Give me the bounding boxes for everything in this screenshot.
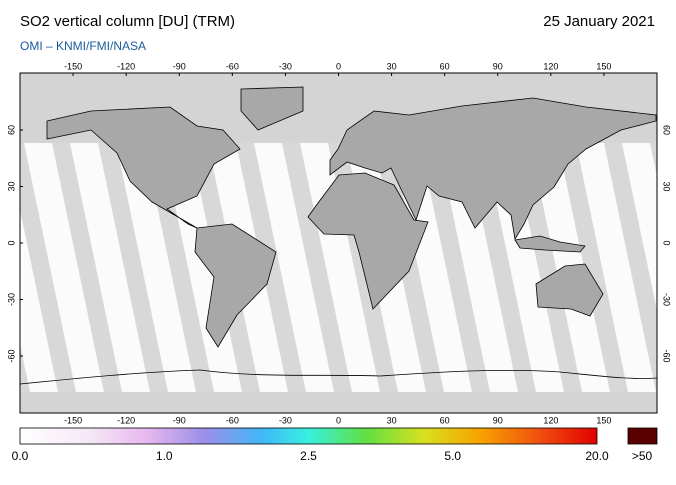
lon-tick-label-top: 30 [387, 61, 397, 71]
swath [420, 143, 490, 392]
continents [20, 86, 657, 385]
lon-tick-label-top: 120 [543, 61, 558, 71]
colorbar-label: 2.5 [300, 449, 317, 463]
lat-tick-label-right: 30 [662, 182, 672, 192]
swath [20, 143, 76, 392]
lon-tick-label-top: 60 [440, 61, 450, 71]
lon-tick-label-top: -120 [117, 61, 135, 71]
lon-tick-label-top: -90 [173, 61, 186, 71]
lon-tick-label-bottom: 30 [387, 415, 397, 425]
africa [307, 172, 429, 310]
lon-tick-label-bottom: 0 [336, 415, 341, 425]
lon-tick-label-bottom: -150 [64, 415, 82, 425]
south-america [194, 223, 277, 348]
lat-tick-label-right: 60 [662, 125, 672, 135]
lon-tick-label-bottom: -30 [279, 415, 292, 425]
colorbar-overflow [627, 427, 658, 445]
colorbar-label: 20.0 [585, 449, 609, 463]
lon-tick-label-bottom: -120 [117, 415, 135, 425]
swath [650, 143, 657, 177]
lat-tick-label-right: -30 [662, 293, 672, 306]
lon-tick-label-bottom: 60 [440, 415, 450, 425]
lon-tick-label-bottom: -60 [226, 415, 239, 425]
swath [52, 143, 122, 392]
colorbar-label: 0.0 [12, 449, 29, 463]
lon-tick-label-bottom: 150 [596, 415, 611, 425]
greenland [240, 86, 304, 131]
lon-tick-label-top: -150 [64, 61, 82, 71]
colorbar-label: 5.0 [444, 449, 461, 463]
date: 25 January 2021 [543, 13, 655, 30]
lon-tick-label-top: 0 [336, 61, 341, 71]
lat-tick-label-left: 30 [6, 182, 16, 192]
eurasia [329, 97, 657, 241]
lat-tick-label-left: 60 [6, 125, 16, 135]
north-america [46, 106, 241, 229]
swath [558, 143, 628, 392]
australia [535, 263, 604, 317]
swath [282, 143, 352, 392]
swath [604, 143, 657, 392]
lon-tick-label-bottom: 90 [493, 415, 503, 425]
title: SO2 vertical column [DU] (TRM) [20, 13, 235, 30]
colorbar [19, 427, 598, 445]
lat-tick-label-left: -60 [6, 349, 16, 362]
indonesia [514, 235, 586, 253]
lon-tick-label-top: 90 [493, 61, 503, 71]
colorbar-label: 1.0 [156, 449, 173, 463]
lat-tick-label-left: 0 [6, 240, 16, 245]
lat-tick-label-right: 0 [662, 240, 672, 245]
lon-tick-label-top: -60 [226, 61, 239, 71]
swath [98, 143, 168, 392]
lon-tick-label-bottom: 120 [543, 415, 558, 425]
source: OMI – KNMI/FMI/NASA [20, 39, 146, 53]
map-area [20, 73, 657, 413]
colorbar-overflow-label: >50 [632, 449, 653, 463]
lat-tick-label-left: -30 [6, 293, 16, 306]
lon-tick-label-top: 150 [596, 61, 611, 71]
lon-tick-label-bottom: -90 [173, 415, 186, 425]
lon-tick-label-top: -30 [279, 61, 292, 71]
antarctica-coast [20, 369, 657, 385]
lat-tick-label-right: -60 [662, 349, 672, 362]
no-data-south [20, 392, 657, 413]
